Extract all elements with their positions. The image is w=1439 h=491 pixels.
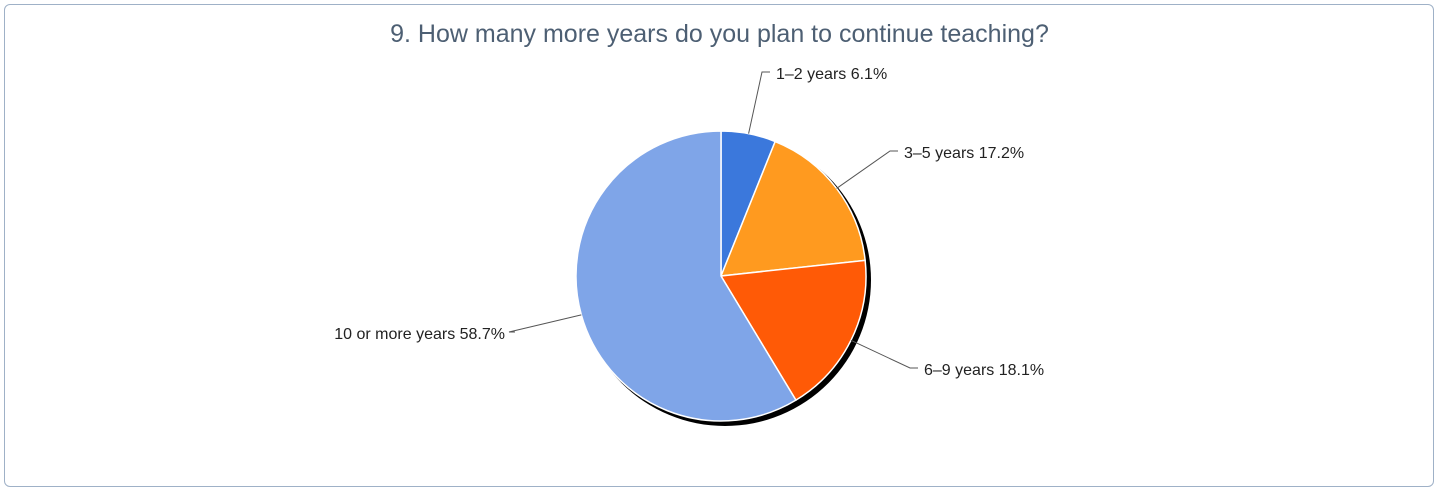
leader-line-10-or-more-years (508, 314, 582, 333)
leader-line-3-5-years (836, 150, 898, 189)
slice-label-6-9-years: 6–9 years 18.1% (924, 362, 1044, 379)
chart-title: 9. How many more years do you plan to co… (390, 20, 1049, 48)
slice-label-3-5-years: 3–5 years 17.2% (904, 145, 1024, 162)
slice-label-10-or-more-years: 10 or more years 58.7% (334, 326, 505, 343)
pie-slice-10-or-more-years (575, 130, 797, 422)
leader-line-1-2-years (748, 71, 770, 134)
slice-label-1-2-years: 1–2 years 6.1% (776, 66, 887, 83)
pie-slice-6-9-years (720, 259, 867, 401)
leader-line-6-9-years (850, 339, 918, 369)
